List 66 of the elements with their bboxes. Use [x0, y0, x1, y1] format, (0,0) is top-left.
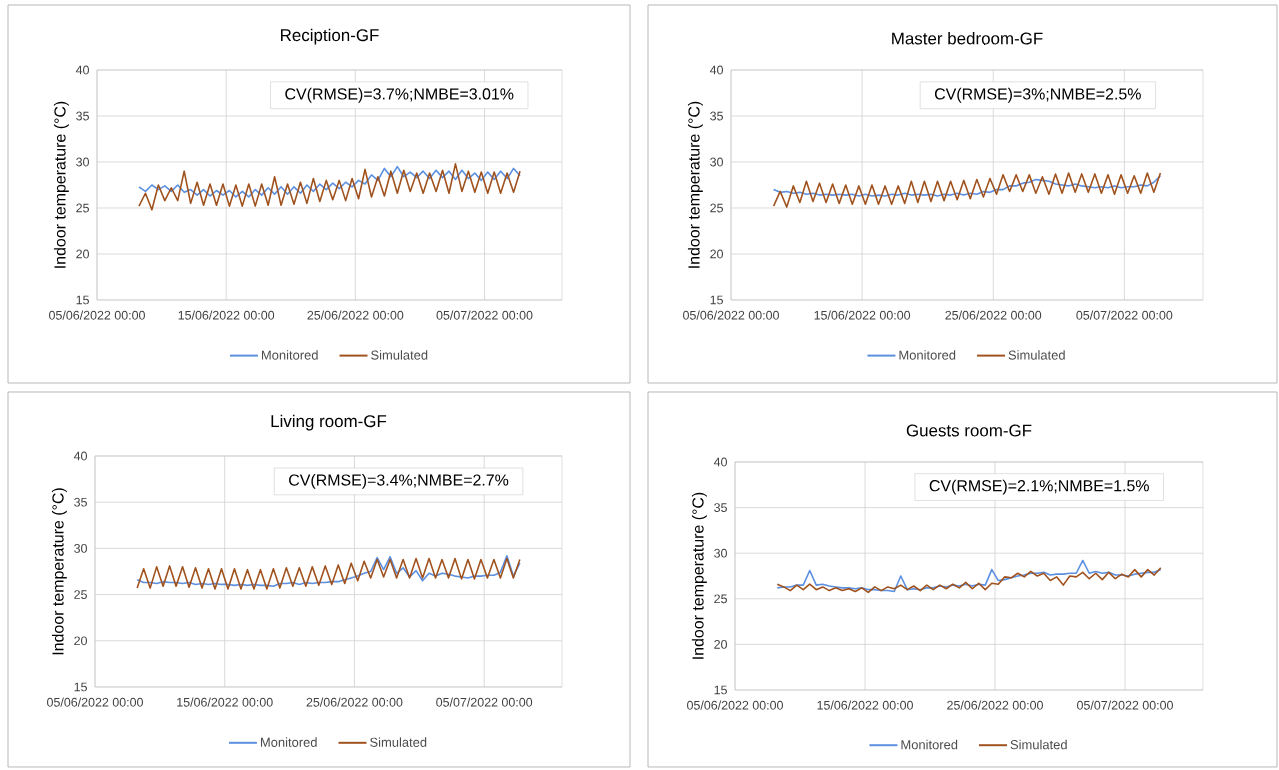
y-axis-title: Indoor temperature (°C) [691, 492, 707, 659]
annotation: CV(RMSE)=2.1%;NMBE=1.5% [929, 479, 1149, 495]
y-axis-title: Indoor temperature (°C) [53, 101, 69, 268]
chart-title: Master bedroom-GF [892, 32, 1043, 45]
y-tick-label: 25 [76, 203, 89, 213]
y-tick-label: 15 [74, 682, 87, 692]
x-tick-label: 05/06/2022 00:00 [687, 700, 783, 710]
x-tick-label: 25/06/2022 00:00 [306, 697, 403, 707]
x-tick-label: 15/06/2022 00:00 [814, 310, 911, 320]
line-series [138, 163, 521, 211]
chart-title: Guests room-GF [906, 424, 1032, 437]
y-tick-label: 40 [75, 65, 89, 75]
y-tick-label: 35 [76, 111, 89, 121]
x-tick-label: 05/06/2022 00:00 [683, 310, 779, 320]
legend-label: Monitored [260, 737, 317, 747]
x-tick-label: 05/07/2022 00:00 [436, 697, 533, 707]
y-tick-label: 40 [73, 451, 87, 461]
y-tick-label: 40 [713, 457, 727, 467]
line-series [776, 566, 1162, 594]
x-tick-label: 05/06/2022 00:00 [49, 310, 145, 320]
y-tick-label: 25 [714, 594, 727, 604]
legend-label: Monitored [261, 350, 318, 360]
line-series [138, 165, 521, 198]
x-tick-label: 05/07/2022 00:00 [436, 310, 533, 320]
y-tick-label: 25 [74, 590, 87, 599]
y-tick-label: 35 [710, 111, 723, 121]
x-tick-label: 25/06/2022 00:00 [307, 310, 404, 320]
y-tick-label: 35 [714, 503, 727, 512]
x-tick-label: 25/06/2022 00:00 [945, 310, 1042, 320]
y-tick-label: 15 [714, 685, 727, 695]
chart-title: Living room-GF [271, 414, 387, 431]
x-tick-label: 15/06/2022 00:00 [177, 697, 273, 707]
legend-label: Simulated [1008, 350, 1065, 360]
y-axis-title: Indoor temperature (°C) [687, 101, 703, 268]
line-series [776, 559, 1162, 593]
legend-label: Simulated [371, 350, 428, 360]
annotation: CV(RMSE)=3.7%;NMBE=3.01% [285, 87, 514, 103]
y-tick-label: 30 [714, 548, 727, 558]
line-series [772, 172, 1162, 208]
x-tick-label: 15/06/2022 00:00 [817, 700, 913, 710]
x-tick-label: 15/06/2022 00:00 [178, 310, 275, 320]
y-tick-label: 40 [709, 65, 723, 75]
y-tick-label: 20 [710, 249, 723, 259]
legend-label: Simulated [1010, 739, 1067, 750]
y-axis-title: Indoor temperature (°C) [51, 488, 67, 655]
y-tick-label: 30 [710, 157, 723, 167]
annotation: CV(RMSE)=3%;NMBE=2.5% [934, 87, 1141, 103]
line-series [772, 174, 1162, 197]
y-tick-label: 20 [74, 636, 87, 646]
annotation: CV(RMSE)=3.4%;NMBE=2.7% [289, 473, 509, 489]
legend-label: Simulated [370, 737, 427, 747]
x-tick-label: 05/07/2022 00:00 [1076, 310, 1173, 320]
x-tick-label: 05/06/2022 00:00 [47, 697, 143, 707]
y-tick-label: 20 [76, 249, 89, 259]
chart-title: Reciption-GF [281, 28, 379, 45]
y-tick-label: 15 [76, 295, 89, 305]
legend-label: Monitored [901, 739, 958, 750]
y-tick-label: 30 [74, 543, 87, 553]
x-tick-label: 05/07/2022 00:00 [1077, 700, 1173, 710]
y-tick-label: 20 [714, 639, 727, 649]
y-tick-label: 30 [76, 157, 89, 167]
y-tick-label: 15 [710, 295, 723, 305]
x-tick-label: 25/06/2022 00:00 [947, 700, 1043, 710]
y-tick-label: 25 [710, 203, 723, 213]
legend-label: Monitored [899, 350, 956, 360]
y-tick-label: 35 [74, 497, 87, 507]
